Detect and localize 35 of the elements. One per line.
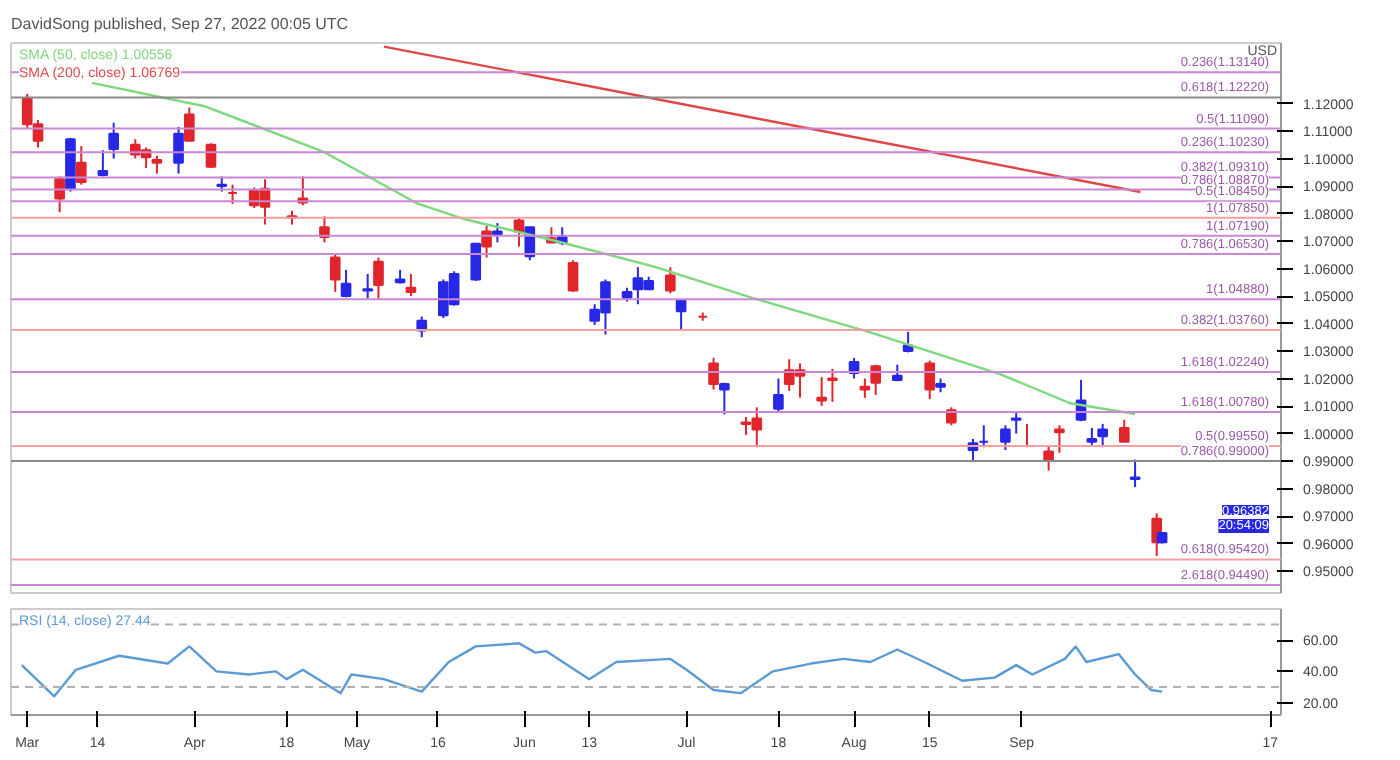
candlestick [1010, 410, 1022, 435]
candlestick [675, 299, 687, 330]
candlestick [773, 377, 784, 413]
candlestick [567, 259, 579, 293]
candlestick [54, 175, 65, 214]
candlestick [97, 149, 109, 178]
candlestick [1118, 418, 1130, 443]
candlestick [75, 145, 87, 186]
candlestick [827, 367, 838, 403]
line-series [20, 642, 1164, 698]
candlestick [1000, 424, 1011, 451]
candlestick [173, 125, 184, 175]
candlestick [1043, 444, 1054, 472]
candlestick [1129, 458, 1141, 489]
candlestick [329, 252, 341, 293]
candlestick [665, 266, 676, 295]
candlestick [719, 381, 730, 416]
candlestick [362, 273, 373, 300]
candlestick [870, 363, 881, 396]
candlestick [859, 377, 871, 399]
line-series [90, 81, 1137, 416]
chart-title: DavidSong published, Sep 27, 2022 00:05 UTC [11, 15, 349, 33]
candlestick [1097, 422, 1108, 449]
candlestick [184, 106, 195, 142]
candlestick [481, 224, 492, 259]
candlestick [708, 356, 719, 391]
candlestick [924, 359, 936, 401]
candlestick [340, 268, 352, 299]
candlestick [492, 222, 503, 244]
candlestick [1054, 424, 1065, 454]
candlestick [816, 376, 827, 407]
candlestick [373, 256, 384, 300]
candlestick [405, 273, 417, 297]
candlestick [108, 121, 119, 160]
candlestick [470, 242, 482, 282]
